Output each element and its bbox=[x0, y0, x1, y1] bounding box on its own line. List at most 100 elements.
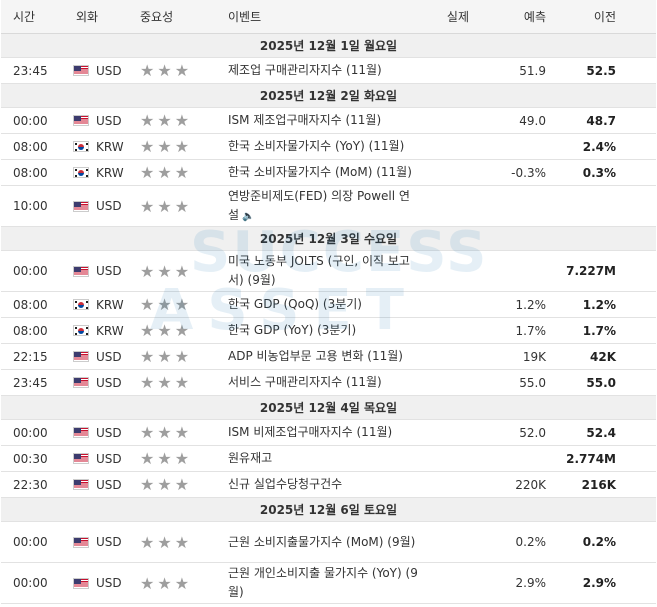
event-row[interactable]: 00:00 USD ★★★ 근원 소비지출물가지수 (MoM) (9월) 0.2% 0.2… bbox=[1, 521, 656, 563]
currency-code: USD bbox=[96, 113, 122, 128]
event-forecast bbox=[469, 445, 551, 472]
currency-code: USD bbox=[96, 425, 122, 440]
event-currency-cell: USD bbox=[67, 562, 132, 604]
importance-stars-icon: ★★★ bbox=[140, 373, 193, 392]
currency-code: USD bbox=[96, 264, 122, 278]
event-currency-cell: KRW bbox=[67, 317, 132, 344]
us-flag-icon bbox=[73, 200, 89, 212]
us-flag-icon bbox=[73, 427, 89, 438]
us-flag-icon bbox=[73, 115, 89, 126]
currency-code: KRW bbox=[96, 297, 124, 312]
event-forecast: 220K bbox=[469, 471, 551, 498]
event-row[interactable]: 08:00 KRW ★★★ 한국 소비자물가지수 (YoY) (11월) 2.4% bbox=[1, 133, 656, 160]
event-row[interactable]: 22:15 USD ★★★ ADP 비농업부문 고용 변화 (11월) 19K 42K bbox=[1, 343, 656, 370]
date-label: 2025년 12월 1일 월요일 bbox=[1, 33, 656, 58]
currency-code: USD bbox=[96, 349, 122, 364]
event-name[interactable]: 근원 개인소비지출 물가지수 (YoY) (9월) bbox=[228, 566, 418, 599]
event-previous: 52.4 bbox=[551, 419, 656, 446]
event-name[interactable]: 신규 실업수당청구건수 bbox=[228, 477, 343, 491]
event-currency-cell: USD bbox=[67, 250, 132, 292]
event-previous: 1.7% bbox=[551, 317, 656, 344]
event-currency-cell: KRW bbox=[67, 291, 132, 318]
event-time: 00:00 bbox=[1, 562, 67, 604]
event-row[interactable]: 08:00 KRW ★★★ 한국 GDP (QoQ) (3분기) 1.2% 1.2% bbox=[1, 291, 656, 318]
date-label: 2025년 12월 6일 토요일 bbox=[1, 497, 656, 522]
event-currency-cell: USD bbox=[67, 343, 132, 370]
event-name[interactable]: 서비스 구매관리자지수 (11월) bbox=[228, 375, 382, 389]
event-row[interactable]: 08:00 KRW ★★★ 한국 소비자물가지수 (MoM) (11월) -0.3% 0.… bbox=[1, 159, 656, 186]
currency: USD bbox=[67, 199, 132, 213]
event-actual bbox=[418, 317, 469, 344]
event-cell: 연방준비제도(FED) 의장 Powell 연설 🔈 bbox=[222, 185, 418, 227]
event-cell: ADP 비농업부문 고용 변화 (11월) bbox=[222, 343, 418, 370]
event-row[interactable]: 22:30 USD ★★★ 신규 실업수당청구건수 220K 216K bbox=[1, 471, 656, 498]
event-forecast bbox=[469, 250, 551, 292]
header-actual[interactable]: 실제 bbox=[418, 0, 469, 34]
currency-code: KRW bbox=[96, 139, 124, 154]
header-forecast[interactable]: 예측 bbox=[469, 0, 551, 34]
event-currency-cell: USD bbox=[67, 471, 132, 498]
currency: USD bbox=[67, 350, 132, 364]
event-name[interactable]: ISM 비제조업구매자지수 (11월) bbox=[228, 425, 393, 439]
importance-stars-icon: ★★★ bbox=[140, 449, 193, 468]
event-row[interactable]: 08:00 KRW ★★★ 한국 GDP (YoY) (3분기) 1.7% 1.7% bbox=[1, 317, 656, 344]
event-name[interactable]: 미국 노동부 JOLTS (구인, 이직 보고서) (9월) bbox=[228, 254, 410, 287]
event-actual bbox=[418, 159, 469, 186]
event-row[interactable]: 23:45 USD ★★★ 서비스 구매관리자지수 (11월) 55.0 55.0 bbox=[1, 369, 656, 396]
currency: USD bbox=[67, 426, 132, 440]
event-name[interactable]: 근원 소비지출물가지수 (MoM) (9월) bbox=[228, 534, 416, 549]
event-forecast: 52.0 bbox=[469, 419, 551, 446]
header-importance[interactable]: 중요성 bbox=[132, 0, 222, 34]
event-name[interactable]: 한국 소비자물가지수 (MoM) (11월) bbox=[228, 165, 412, 179]
event-row[interactable]: 00:00 USD ★★★ ISM 비제조업구매자지수 (11월) 52.0 52.4 bbox=[1, 419, 656, 446]
currency: USD bbox=[67, 478, 132, 492]
event-row[interactable]: 00:00 USD ★★★ 미국 노동부 JOLTS (구인, 이직 보고서) (9월… bbox=[1, 250, 656, 292]
event-time: 08:00 bbox=[1, 159, 67, 186]
event-name[interactable]: ADP 비농업부문 고용 변화 (11월) bbox=[228, 349, 403, 363]
event-name[interactable]: 제조업 구매관리자지수 (11월) bbox=[228, 63, 382, 77]
importance-stars-icon: ★★★ bbox=[140, 532, 193, 552]
currency: USD bbox=[67, 535, 132, 549]
header-event[interactable]: 이벤트 bbox=[222, 0, 418, 34]
date-row: 2025년 12월 3일 수요일 bbox=[1, 226, 656, 251]
header-previous[interactable]: 이전 bbox=[551, 0, 656, 34]
speaker-icon[interactable]: 🔈 bbox=[242, 210, 255, 222]
event-name[interactable]: 한국 GDP (YoY) (3분기) bbox=[228, 323, 357, 337]
date-label: 2025년 12월 2일 화요일 bbox=[1, 83, 656, 108]
importance-stars-icon: ★★★ bbox=[140, 163, 193, 182]
event-row[interactable]: 10:00 USD ★★★ 연방준비제도(FED) 의장 Powell 연설 🔈 bbox=[1, 185, 656, 227]
importance-cell: ★★★ bbox=[132, 562, 222, 604]
event-currency-cell: KRW bbox=[67, 133, 132, 160]
event-previous: 48.7 bbox=[551, 107, 656, 134]
currency-code: USD bbox=[96, 63, 122, 78]
importance-stars-icon: ★★★ bbox=[140, 295, 193, 314]
event-name[interactable]: 연방준비제도(FED) 의장 Powell 연설 bbox=[228, 188, 410, 222]
currency-code: USD bbox=[96, 576, 122, 590]
event-time: 00:00 bbox=[1, 250, 67, 292]
event-actual bbox=[418, 343, 469, 370]
calendar-body: 2025년 12월 1일 월요일 23:45 USD ★★★ 제조업 구매관리자지수 (… bbox=[1, 33, 656, 604]
us-flag-icon bbox=[73, 265, 89, 277]
event-row[interactable]: 00:00 USD ★★★ ISM 제조업구매자지수 (11월) 49.0 48.7 bbox=[1, 107, 656, 134]
header-currency[interactable]: 외화 bbox=[67, 0, 132, 34]
event-forecast bbox=[469, 185, 551, 227]
event-row[interactable]: 00:30 USD ★★★ 원유재고 2.774M bbox=[1, 445, 656, 472]
event-row[interactable]: 23:45 USD ★★★ 제조업 구매관리자지수 (11월) 51.9 52.5 bbox=[1, 57, 656, 84]
importance-stars-icon: ★★★ bbox=[140, 423, 193, 442]
event-name[interactable]: 한국 소비자물가지수 (YoY) (11월) bbox=[228, 139, 405, 153]
importance-stars-icon: ★★★ bbox=[140, 196, 193, 216]
event-actual bbox=[418, 107, 469, 134]
event-cell: 근원 개인소비지출 물가지수 (YoY) (9월) bbox=[222, 562, 418, 604]
event-name[interactable]: 한국 GDP (QoQ) (3분기) bbox=[228, 297, 362, 311]
event-row[interactable]: 00:00 USD ★★★ 근원 개인소비지출 물가지수 (YoY) (9월) 2.9%… bbox=[1, 562, 656, 604]
event-time: 00:30 bbox=[1, 445, 67, 472]
currency: KRW bbox=[67, 324, 132, 338]
event-name[interactable]: ISM 제조업구매자지수 (11월) bbox=[228, 113, 382, 127]
event-forecast: 1.2% bbox=[469, 291, 551, 318]
header-time[interactable]: 시간 bbox=[1, 0, 67, 34]
event-actual bbox=[418, 57, 469, 84]
event-cell: 한국 GDP (YoY) (3분기) bbox=[222, 317, 418, 344]
kr-flag-icon bbox=[73, 325, 89, 336]
event-previous: 0.2% bbox=[551, 521, 656, 563]
event-name[interactable]: 원유재고 bbox=[228, 451, 273, 465]
